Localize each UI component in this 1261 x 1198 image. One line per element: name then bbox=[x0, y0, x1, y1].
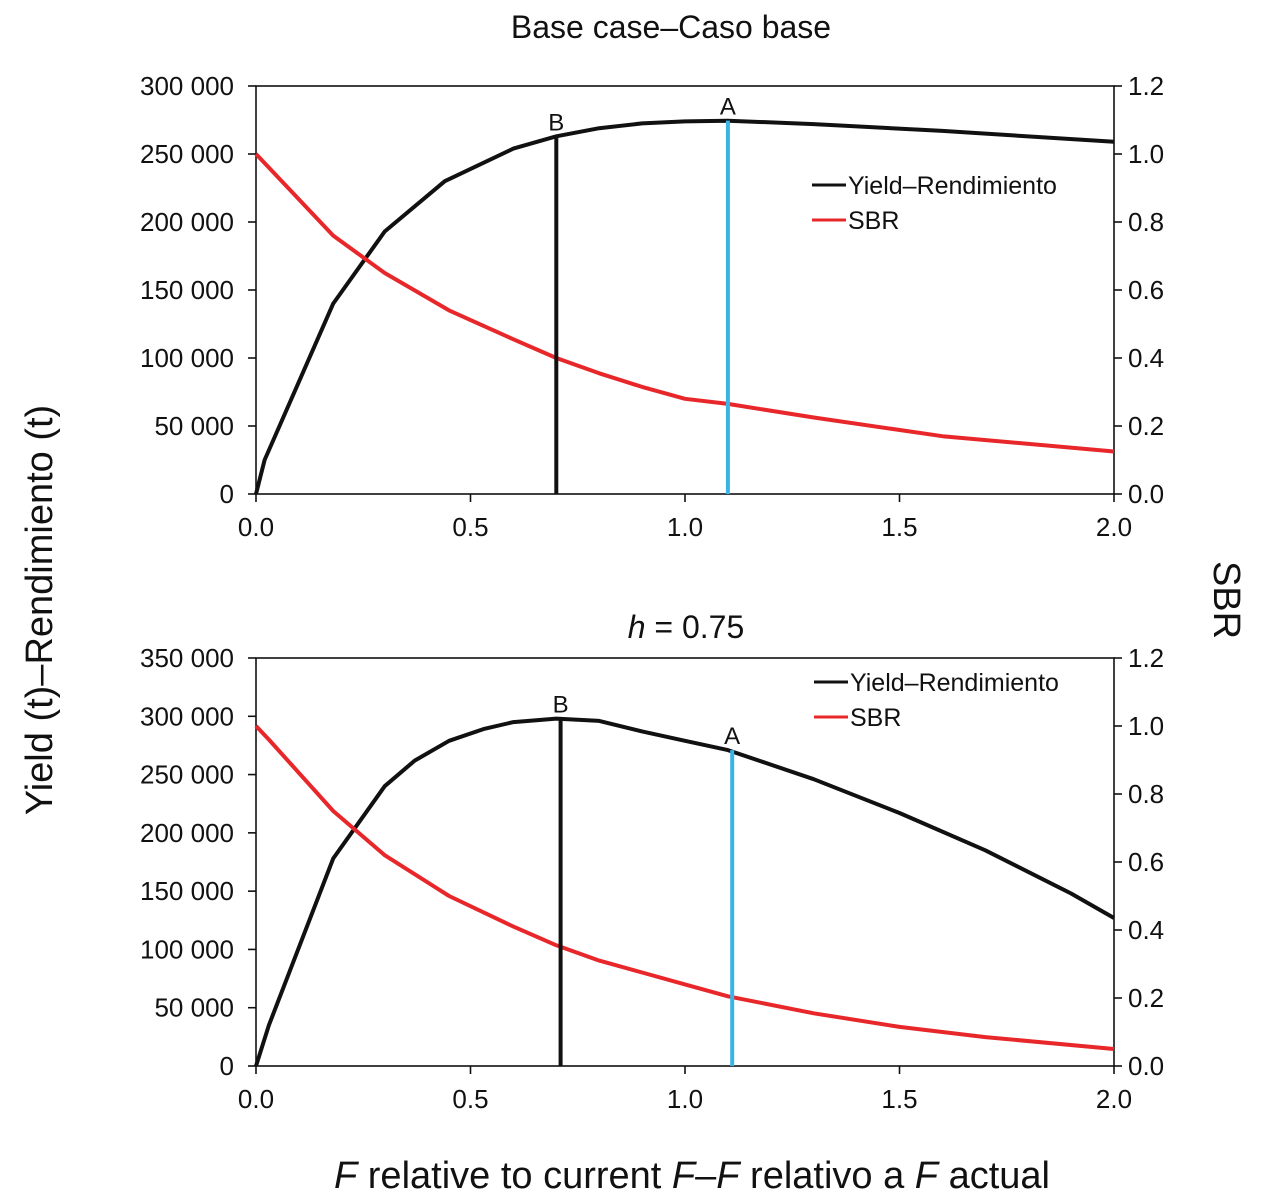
reference-label-a: A bbox=[724, 723, 740, 750]
x-axis-title-part: F bbox=[334, 1155, 359, 1197]
x-axis-title-part: relative to current bbox=[357, 1155, 672, 1197]
y-left-tick-label: 100 000 bbox=[140, 343, 234, 373]
y-left-tick-label: 0 bbox=[220, 479, 234, 509]
y-right-tick-label: 1.0 bbox=[1128, 711, 1164, 741]
y-left-tick-label: 50 000 bbox=[154, 993, 234, 1023]
y-left-tick-label: 100 000 bbox=[140, 934, 234, 964]
series-line-sbr bbox=[254, 152, 1115, 454]
legend-label-yield: Yield–Rendimiento bbox=[848, 172, 1057, 200]
legend-label-sbr: SBR bbox=[850, 704, 901, 732]
y-left-tick-label: 350 000 bbox=[140, 643, 234, 673]
x-tick-label: 2.0 bbox=[1096, 512, 1132, 542]
y-right-tick-label: 0.2 bbox=[1128, 411, 1164, 441]
x-tick-label: 0.0 bbox=[238, 1084, 274, 1114]
reference-label-b: B bbox=[553, 692, 569, 719]
plot-frame bbox=[255, 657, 1115, 1067]
panel-h-075: h = 0.75 0.0 0.5 1.0 1.5 2.0 0 50 000 100 000 15… bbox=[140, 609, 1164, 1114]
legend-label-sbr: SBR bbox=[848, 207, 899, 235]
x-tick-label: 1.0 bbox=[667, 1084, 703, 1114]
x-axis-title: F relative to current F–F relativo a F a… bbox=[334, 1155, 1050, 1197]
series-line-yield bbox=[254, 118, 1115, 495]
y-right-tick-label: 0.2 bbox=[1128, 983, 1164, 1013]
y-axis-title-left: Yield (t)–Rendimiento (t) bbox=[19, 405, 61, 815]
x-axis-title-part: F bbox=[672, 1155, 697, 1197]
y-left-tick-label: 300 000 bbox=[140, 71, 234, 101]
x-tick-label: 0.0 bbox=[238, 512, 274, 542]
x-axis-title-part: actual bbox=[938, 1155, 1050, 1197]
y-right-tick-label: 0.4 bbox=[1128, 915, 1164, 945]
panel-title-base-case: Base case–Caso base bbox=[511, 9, 831, 45]
x-axis-title-part: F bbox=[915, 1155, 940, 1197]
y-right-tick-label: 1.2 bbox=[1128, 643, 1164, 673]
y-left-tick-label: 300 000 bbox=[140, 701, 234, 731]
y-left-tick-label: 250 000 bbox=[140, 139, 234, 169]
y-left-tick-label: 250 000 bbox=[140, 760, 234, 790]
y-left-tick-label: 50 000 bbox=[154, 411, 234, 441]
x-tick-label: 0.5 bbox=[452, 512, 488, 542]
legend-label-yield: Yield–Rendimiento bbox=[850, 669, 1059, 697]
title-italic-h: h bbox=[628, 609, 646, 645]
y-left-tick-label: 0 bbox=[220, 1051, 234, 1081]
y-right-tick-label: 0.6 bbox=[1128, 847, 1164, 877]
series-line-sbr bbox=[254, 724, 1115, 1051]
x-tick-label: 1.5 bbox=[881, 1084, 917, 1114]
reference-label-a: A bbox=[720, 94, 736, 121]
x-tick-label: 1.5 bbox=[881, 512, 917, 542]
y-right-tick-label: 1.0 bbox=[1128, 139, 1164, 169]
title-rest: = 0.75 bbox=[646, 609, 745, 645]
y-right-tick-label: 0.6 bbox=[1128, 275, 1164, 305]
y-right-tick-label: 0.4 bbox=[1128, 343, 1164, 373]
y-right-tick-label: 1.2 bbox=[1128, 71, 1164, 101]
reference-label-b: B bbox=[548, 109, 564, 136]
y-left-tick-label: 150 000 bbox=[140, 275, 234, 305]
y-right-tick-label: 0.8 bbox=[1128, 207, 1164, 237]
y-right-tick-label: 0.0 bbox=[1128, 1051, 1164, 1081]
panel-base-case: Base case–Caso base 0.0 0.5 1.0 1.5 2.0 0 50 0… bbox=[140, 9, 1164, 542]
plot-frame bbox=[255, 85, 1115, 495]
y-left-tick-label: 150 000 bbox=[140, 876, 234, 906]
y-right-tick-label: 0.8 bbox=[1128, 779, 1164, 809]
y-left-tick-label: 200 000 bbox=[140, 207, 234, 237]
x-tick-label: 0.5 bbox=[452, 1084, 488, 1114]
y-left-tick-label: 200 000 bbox=[140, 818, 234, 848]
x-tick-label: 2.0 bbox=[1096, 1084, 1132, 1114]
x-axis-title-part: – bbox=[695, 1155, 717, 1197]
y-axis-title-right: SBR bbox=[1205, 561, 1247, 639]
y-right-tick-label: 0.0 bbox=[1128, 479, 1164, 509]
panel-title-h: h = 0.75 bbox=[628, 609, 745, 645]
x-tick-label: 1.0 bbox=[667, 512, 703, 542]
x-axis-title-part: relativo a bbox=[739, 1155, 914, 1197]
series-line-yield bbox=[254, 716, 1115, 1067]
x-axis-title-part: F bbox=[716, 1155, 741, 1197]
